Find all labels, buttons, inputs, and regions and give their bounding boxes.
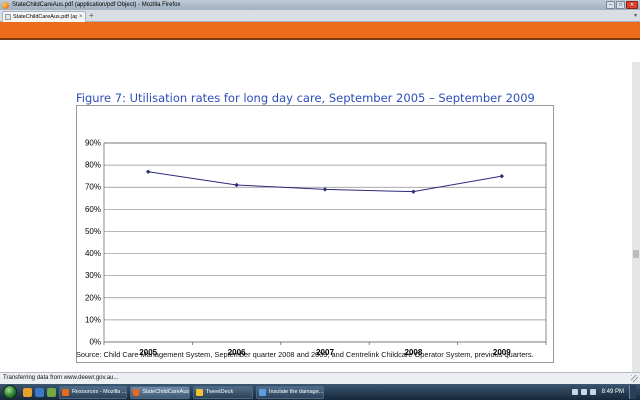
clock[interactable]: 8:49 PM: [601, 389, 624, 395]
browser-icon[interactable]: [35, 387, 44, 397]
y-tick-label: 40%: [85, 249, 101, 258]
firefox-icon: [62, 388, 69, 396]
new-tab-button[interactable]: +: [89, 11, 94, 20]
network-icon[interactable]: [571, 389, 578, 395]
firefox-icon: [133, 388, 140, 396]
figure-source: Source: Child Care Management System, Se…: [76, 350, 534, 359]
folder-icon[interactable]: [23, 387, 32, 397]
task-label: TweetDeck: [206, 389, 234, 395]
pdf-viewer[interactable]: Figure 7: Utilisation rates for long day…: [0, 22, 640, 392]
taskbar: Resources - Mozilla ... StateChildCareAu…: [0, 384, 640, 400]
document-icon: [259, 388, 266, 396]
start-button[interactable]: [3, 385, 17, 399]
task-label: Insulate the damage...: [268, 389, 323, 395]
y-tick-label: 70%: [85, 183, 101, 192]
document-icon: [5, 14, 11, 20]
app-icon[interactable]: [47, 387, 56, 397]
minimize-button[interactable]: –: [606, 1, 615, 9]
tab-close-icon[interactable]: ×: [79, 14, 83, 20]
tab-bar: StateChildCareAus.pdf (application/p... …: [0, 10, 640, 22]
plot-area: [103, 142, 547, 343]
task-label: Resources - Mozilla ...: [71, 389, 126, 395]
task-statechildcare[interactable]: StateChildCareAus...: [130, 385, 190, 399]
data-point: [499, 173, 504, 179]
resize-grip-icon[interactable]: [631, 375, 638, 382]
task-label: StateChildCareAus...: [142, 389, 189, 395]
show-desktop-button[interactable]: [629, 385, 636, 399]
header-band: [0, 22, 640, 40]
chart-frame: 0% 10% 20% 30% 40% 50% 60% 70% 80% 90% 2005 2006 200…: [76, 105, 554, 363]
y-tick-label: 20%: [85, 293, 101, 302]
y-tick-label: 60%: [85, 205, 101, 214]
close-button[interactable]: ✕: [626, 1, 638, 9]
y-tick-label: 80%: [85, 161, 101, 170]
scrollbar-thumb[interactable]: [633, 250, 639, 258]
window-title: StateChildCareAus.pdf (application/pdf O…: [12, 2, 181, 8]
x-tick-label: 2007: [316, 348, 334, 357]
x-tick-label: 2009: [493, 348, 511, 357]
firefox-icon: [2, 1, 9, 9]
quick-launch: [23, 387, 56, 397]
data-point: [411, 189, 416, 194]
data-point: [234, 182, 239, 188]
y-tick-label: 10%: [85, 315, 101, 324]
tab-list-button[interactable]: ▾: [633, 13, 637, 19]
data-point: [322, 187, 328, 192]
task-tweetdeck[interactable]: TweetDeck: [193, 385, 253, 399]
x-tick-label: 2006: [228, 348, 246, 357]
x-tick-label: 2008: [405, 348, 423, 357]
y-tick-label: 90%: [85, 139, 101, 148]
task-insulate[interactable]: Insulate the damage...: [256, 385, 324, 399]
y-tick-label: 0%: [89, 338, 101, 347]
utilisation-line-chart: 0% 10% 20% 30% 40% 50% 60% 70% 80% 90% 2005 2006 200…: [85, 139, 547, 357]
y-tick-label: 50%: [85, 227, 101, 236]
data-point: [146, 169, 151, 174]
window-titlebar[interactable]: StateChildCareAus.pdf (application/pdf O…: [0, 0, 640, 10]
flag-icon[interactable]: [589, 389, 596, 395]
tab-label: StateChildCareAus.pdf (application/p...: [13, 14, 77, 20]
vertical-scrollbar[interactable]: [632, 62, 640, 392]
tab-pdf[interactable]: StateChildCareAus.pdf (application/p... …: [2, 11, 86, 22]
x-tick-label: 2005: [139, 348, 157, 357]
status-bar: Transferring data from www.deewr.gov.au.…: [0, 372, 640, 384]
figure-title: Figure 7: Utilisation rates for long day…: [76, 91, 535, 105]
status-text: Transferring data from www.deewr.gov.au.…: [3, 375, 119, 381]
system-tray: 8:49 PM: [569, 384, 640, 400]
maximize-button[interactable]: □: [616, 1, 625, 9]
volume-icon[interactable]: [580, 389, 587, 395]
y-tick-label: 30%: [85, 271, 101, 280]
window-controls: – □ ✕: [606, 1, 638, 9]
task-resources[interactable]: Resources - Mozilla ...: [59, 385, 127, 399]
tweetdeck-icon: [196, 388, 203, 396]
